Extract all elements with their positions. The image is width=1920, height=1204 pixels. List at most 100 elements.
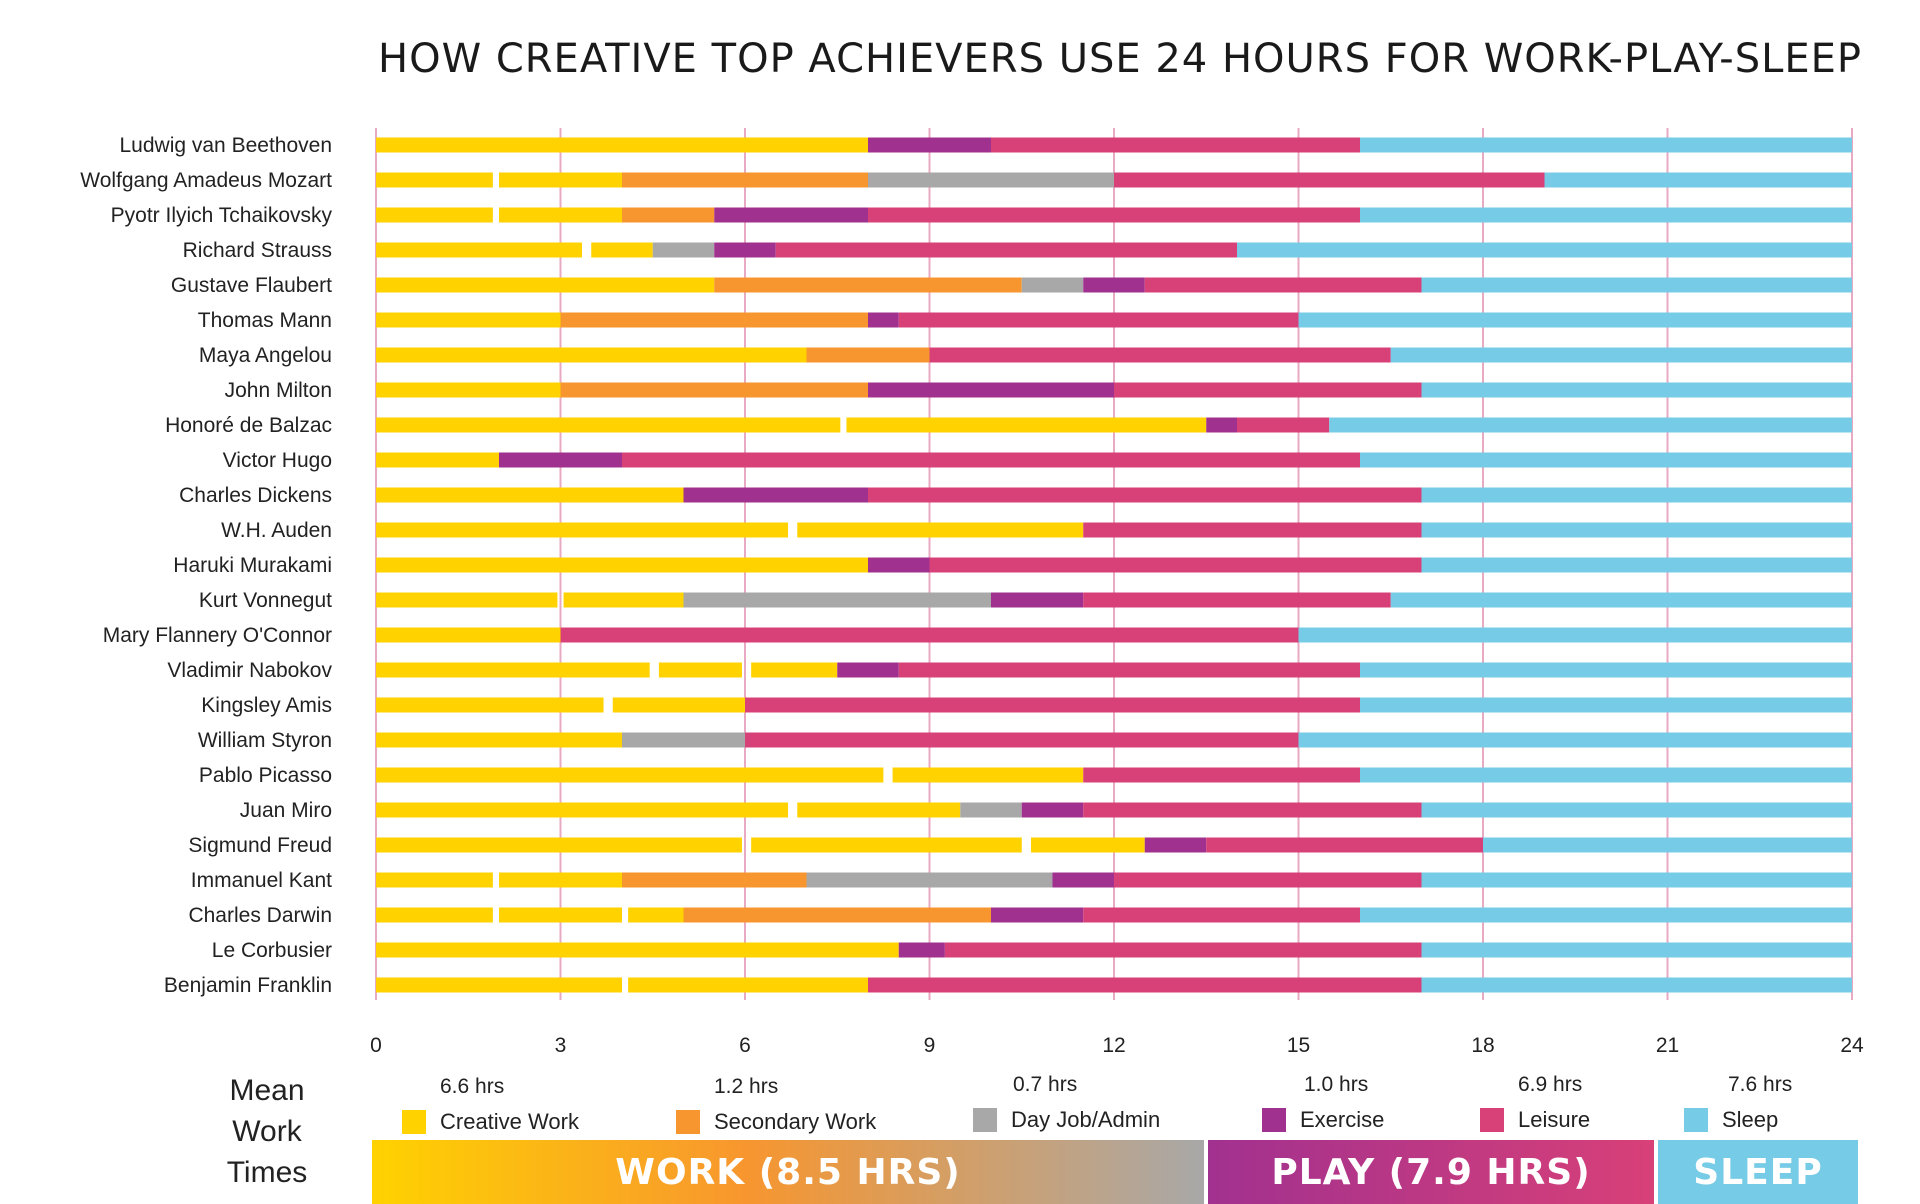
bar-segment-creative bbox=[846, 417, 1207, 433]
bar-segment-exercise bbox=[714, 207, 868, 223]
x-tick-label: 18 bbox=[1471, 1034, 1494, 1057]
legend-exercise-swatch bbox=[1262, 1108, 1286, 1132]
row-label: William Styron bbox=[198, 729, 332, 752]
bar-segment-creative bbox=[376, 592, 558, 608]
legend-creative-work: 6.6 hrs Creative Work bbox=[402, 1075, 642, 1145]
bar-segment-leisure bbox=[929, 557, 1422, 573]
bar-segment-secondary bbox=[560, 382, 868, 398]
bar-segment-creative bbox=[376, 172, 493, 188]
bar-segment-sleep bbox=[1360, 697, 1852, 713]
legend-sleep-hrs: 7.6 hrs bbox=[1728, 1073, 1793, 1096]
row-labels: Ludwig van Beethoven Wolfgang Amadeus Moz… bbox=[80, 134, 332, 997]
bar-segment-dayjob bbox=[960, 802, 1022, 818]
bar-segment-creative bbox=[612, 697, 745, 713]
bar-segment-exercise bbox=[1144, 837, 1207, 853]
bar-segment-leisure bbox=[1144, 277, 1422, 293]
bar-segment-exercise bbox=[991, 907, 1084, 923]
bar-segment-leisure bbox=[1114, 872, 1422, 888]
bar-segment-leisure bbox=[1083, 522, 1422, 538]
row-label: W.H. Auden bbox=[221, 519, 332, 542]
bar-segment-sleep bbox=[1298, 627, 1852, 643]
bar-segment-sleep bbox=[1298, 312, 1852, 328]
row-label: Charles Dickens bbox=[179, 484, 332, 507]
x-tick-label: 12 bbox=[1102, 1034, 1125, 1057]
legend-creative-label: Creative Work bbox=[440, 1109, 579, 1134]
bar-segment-sleep bbox=[1360, 452, 1852, 468]
bar-segment-leisure bbox=[898, 662, 1360, 678]
bar-segment-exercise bbox=[683, 487, 868, 503]
bar-segment-exercise bbox=[1206, 417, 1237, 433]
bar-segment-exercise bbox=[1083, 277, 1145, 293]
bar-segment-leisure bbox=[1206, 837, 1483, 853]
x-axis-ticks: 0 3 6 9 12 15 18 21 24 bbox=[370, 1034, 1864, 1057]
bar-segment-leisure bbox=[868, 977, 1422, 993]
bar-segment-sleep bbox=[1421, 557, 1852, 573]
x-tick-label: 6 bbox=[739, 1034, 751, 1057]
x-tick-label: 0 bbox=[370, 1034, 382, 1057]
bar-segment-creative bbox=[376, 662, 650, 678]
bar-segment-leisure bbox=[622, 452, 1360, 468]
legend-secondary-work: 1.2 hrs Secondary Work bbox=[676, 1075, 936, 1145]
bar-segment-leisure bbox=[991, 137, 1360, 153]
bar-segment-dayjob bbox=[1021, 277, 1084, 293]
bar-segment-creative bbox=[751, 662, 838, 678]
legend-sleep-swatch bbox=[1684, 1108, 1708, 1132]
bar-segment-exercise bbox=[991, 592, 1084, 608]
row-label: Ludwig van Beethoven bbox=[120, 134, 333, 157]
bar-segment-creative bbox=[376, 907, 493, 923]
bar-segment-creative bbox=[376, 417, 841, 433]
bar-segment-dayjob bbox=[683, 592, 991, 608]
mean-title-line-3: Times bbox=[226, 1156, 308, 1189]
row-label: Haruki Murakami bbox=[173, 554, 332, 577]
bar-segment-dayjob bbox=[868, 172, 1114, 188]
row-label: John Milton bbox=[225, 379, 332, 402]
bar-segment-creative bbox=[376, 522, 789, 538]
bar-segment-sleep bbox=[1421, 802, 1852, 818]
bar-segment-creative bbox=[499, 872, 622, 888]
row-label: Sigmund Freud bbox=[188, 834, 332, 857]
legend-leisure: 6.9 hrs Leisure bbox=[1480, 1073, 1680, 1143]
row-label: Honoré de Balzac bbox=[165, 414, 332, 437]
legend-secondary-swatch bbox=[676, 1110, 700, 1134]
bar-segment-creative bbox=[376, 382, 561, 398]
bar-segment-creative bbox=[376, 137, 868, 153]
legend-creative-swatch bbox=[402, 1110, 426, 1134]
x-tick-label: 9 bbox=[924, 1034, 936, 1057]
bar-segment-leisure bbox=[898, 312, 1299, 328]
bar-segment-secondary bbox=[683, 907, 991, 923]
legend-exercise-hrs: 1.0 hrs bbox=[1304, 1073, 1369, 1096]
mean-work-times-title: Mean Work Times bbox=[212, 1070, 322, 1193]
row-label: Thomas Mann bbox=[198, 309, 332, 332]
x-tick-label: 24 bbox=[1840, 1034, 1864, 1057]
bar-segment-dayjob bbox=[806, 872, 1053, 888]
bar-segment-sleep bbox=[1421, 277, 1852, 293]
bar-segment-leisure bbox=[1083, 907, 1360, 923]
bar-segment-creative bbox=[1030, 837, 1145, 853]
bar-segment-creative bbox=[797, 522, 1084, 538]
legend-leisure-hrs: 6.9 hrs bbox=[1518, 1073, 1583, 1096]
row-label: Benjamin Franklin bbox=[164, 974, 332, 997]
bar-segment-sleep bbox=[1421, 872, 1852, 888]
bar-segment-creative bbox=[628, 977, 868, 993]
legend-leisure-label: Leisure bbox=[1518, 1107, 1591, 1132]
row-label: Immanuel Kant bbox=[191, 869, 332, 892]
bar-segment-leisure bbox=[1114, 172, 1545, 188]
bar-segment-sleep bbox=[1390, 347, 1852, 363]
bar-segment-creative bbox=[751, 837, 1022, 853]
row-label: Vladimir Nabokov bbox=[167, 659, 332, 682]
row-label: Charles Darwin bbox=[188, 904, 332, 927]
bar-segment-exercise bbox=[1052, 872, 1114, 888]
legend-exercise: 1.0 hrs Exercise bbox=[1262, 1073, 1462, 1143]
bar-segment-creative bbox=[376, 277, 715, 293]
row-label: Maya Angelou bbox=[199, 344, 332, 367]
bar-segment-creative bbox=[499, 907, 622, 923]
bar-segment-leisure bbox=[1237, 417, 1330, 433]
legend-day-job: 0.7 hrs Day Job/Admin bbox=[973, 1073, 1213, 1143]
bar-segment-sleep bbox=[1421, 977, 1852, 993]
bar-segment-secondary bbox=[806, 347, 930, 363]
bar-segment-sleep bbox=[1360, 137, 1852, 153]
bar-segment-exercise bbox=[868, 137, 991, 153]
row-label: Le Corbusier bbox=[212, 939, 332, 962]
x-tick-label: 21 bbox=[1656, 1034, 1679, 1057]
